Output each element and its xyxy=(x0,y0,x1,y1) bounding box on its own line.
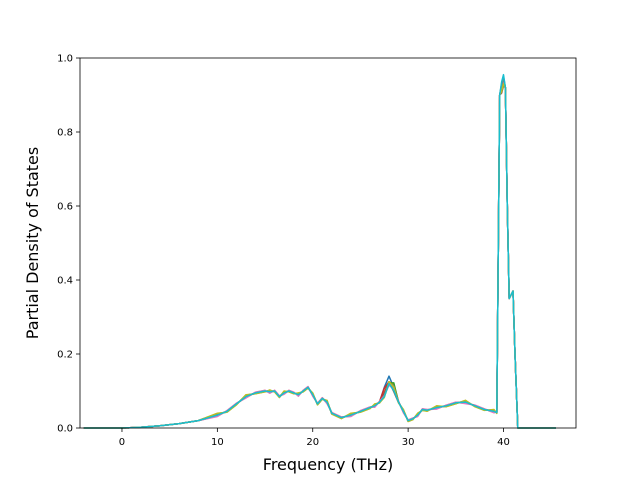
x-axis-ticks: 0 10 20 30 40 xyxy=(119,428,510,448)
x-tick-label: 10 xyxy=(211,437,224,448)
plot-lines xyxy=(83,73,556,429)
y-tick-label: 0.2 xyxy=(57,350,73,361)
y-axis-label: Partial Density of States xyxy=(23,147,42,339)
x-tick-label: 0 xyxy=(119,437,125,448)
y-tick-label: 0.0 xyxy=(57,424,73,435)
y-axis-ticks: 0.0 0.2 0.4 0.6 0.8 1.0 xyxy=(57,54,80,435)
y-tick-label: 1.0 xyxy=(57,54,73,65)
x-axis-label: Frequency (THz) xyxy=(263,455,393,474)
y-tick-label: 0.6 xyxy=(57,202,73,213)
y-tick-label: 0.4 xyxy=(57,276,73,287)
series-line xyxy=(83,73,556,429)
x-tick-label: 30 xyxy=(402,437,415,448)
x-tick-label: 40 xyxy=(497,437,510,448)
x-tick-label: 20 xyxy=(306,437,319,448)
axes-frame xyxy=(79,57,577,429)
y-tick-label: 0.8 xyxy=(57,128,73,139)
